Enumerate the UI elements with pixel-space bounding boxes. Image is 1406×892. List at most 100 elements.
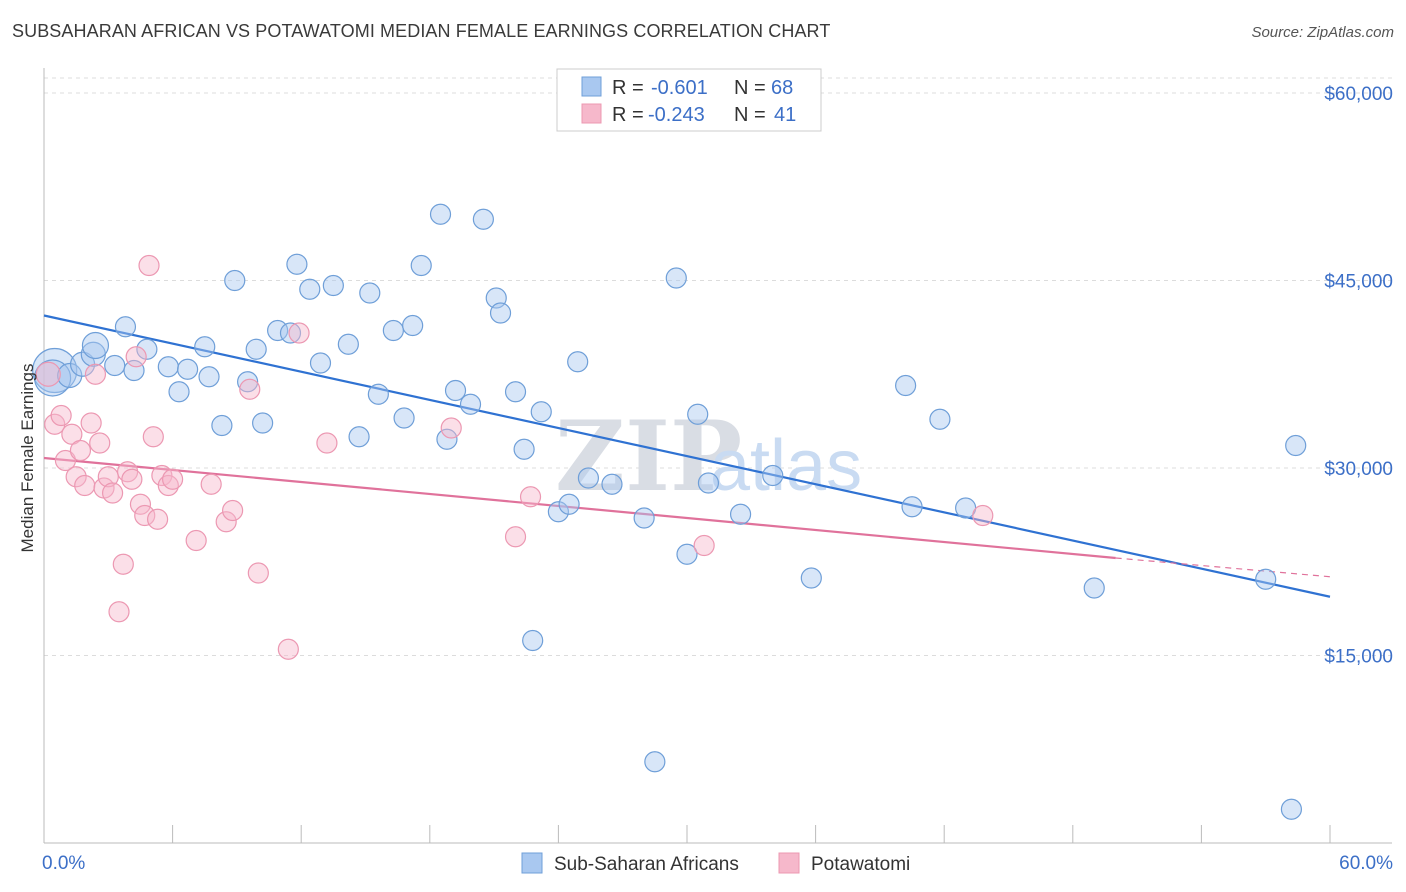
data-point-potawatomi xyxy=(215,511,237,533)
legend-swatch-pink xyxy=(581,103,602,124)
data-point-subsaharan xyxy=(237,371,259,393)
data-point-subsaharan xyxy=(136,338,158,360)
legend-r-label-1: R = xyxy=(612,77,644,99)
data-point-potawatomi xyxy=(74,474,96,497)
data-point-potawatomi xyxy=(146,508,169,530)
data-point-potawatomi xyxy=(125,346,147,368)
legend-n-value-1: 68 xyxy=(771,77,793,99)
bottom-legend: Sub-Saharan Africans Potawatomi xyxy=(521,852,910,875)
data-point-subsaharan xyxy=(322,274,344,297)
data-point-subsaharan xyxy=(547,501,570,523)
trend-lines xyxy=(43,314,1331,598)
bottom-legend-label-blue: Sub-Saharan Africans xyxy=(554,854,739,875)
data-point-potawatomi xyxy=(519,486,542,508)
data-points xyxy=(32,203,1307,820)
data-point-subsaharan xyxy=(567,351,589,373)
data-point-subsaharan xyxy=(459,393,482,415)
data-point-potawatomi xyxy=(121,468,143,490)
data-point-subsaharan xyxy=(267,319,289,342)
data-point-potawatomi xyxy=(50,404,72,427)
bottom-legend-swatch-blue xyxy=(521,852,543,874)
data-point-potawatomi xyxy=(157,474,179,497)
legend-n-label-1: N = xyxy=(734,77,766,99)
data-point-subsaharan xyxy=(194,336,216,358)
data-point-subsaharan xyxy=(1280,798,1303,820)
legend-n-label-2: N = xyxy=(734,104,766,126)
data-point-subsaharan xyxy=(901,496,923,518)
data-point-subsaharan xyxy=(762,464,784,487)
data-point-subsaharan xyxy=(1255,568,1277,590)
data-point-subsaharan xyxy=(929,408,951,430)
data-point-subsaharan xyxy=(81,331,110,360)
bottom-legend-swatch-pink xyxy=(778,852,800,874)
data-point-potawatomi xyxy=(200,473,222,495)
legend-r-value-1: -0.601 xyxy=(651,77,708,99)
data-point-subsaharan xyxy=(513,438,535,460)
data-point-potawatomi xyxy=(84,363,107,385)
data-point-potawatomi xyxy=(316,432,338,454)
y-tick-label: $30,000 xyxy=(1324,459,1393,480)
data-point-subsaharan xyxy=(32,347,78,394)
data-point-subsaharan xyxy=(168,381,190,403)
data-point-potawatomi xyxy=(35,361,61,387)
chart-title: SUBSAHARAN AFRICAN VS POTAWATOMI MEDIAN … xyxy=(12,21,831,41)
data-point-subsaharan xyxy=(309,352,332,374)
legend-swatch-blue xyxy=(581,76,602,97)
data-point-potawatomi xyxy=(440,417,462,439)
data-point-subsaharan xyxy=(687,403,709,425)
data-point-subsaharan xyxy=(577,467,600,489)
data-point-potawatomi xyxy=(65,466,87,488)
data-point-potawatomi xyxy=(185,529,207,552)
y-axis-label: Median Female Earnings xyxy=(18,364,37,553)
legend-r-value-2: -0.243 xyxy=(648,104,705,126)
bottom-legend-label-pink: Potawatomi xyxy=(811,854,910,875)
data-point-potawatomi xyxy=(693,534,715,557)
data-point-potawatomi xyxy=(239,378,261,400)
y-tick-labels: $15,000 $30,000 $45,000 $60,000 xyxy=(1324,84,1393,668)
data-point-potawatomi xyxy=(101,482,124,504)
data-point-potawatomi xyxy=(288,322,310,344)
data-point-potawatomi xyxy=(112,553,134,575)
data-point-potawatomi xyxy=(129,493,152,515)
data-point-subsaharan xyxy=(157,356,179,378)
data-point-subsaharan xyxy=(393,407,415,429)
data-point-subsaharan xyxy=(359,282,381,304)
x-tick-label: 0.0% xyxy=(42,853,85,874)
data-point-subsaharan xyxy=(489,302,512,324)
data-point-subsaharan xyxy=(601,473,623,495)
x-tick-label: 60.0% xyxy=(1339,853,1393,874)
data-point-subsaharan xyxy=(504,381,527,403)
data-point-subsaharan xyxy=(123,359,145,382)
data-point-potawatomi xyxy=(247,562,269,584)
data-point-subsaharan xyxy=(410,254,432,277)
trend-line-potawatomi xyxy=(43,456,1116,560)
data-point-subsaharan xyxy=(382,319,404,342)
y-tick-label: $45,000 xyxy=(1324,272,1393,293)
data-point-subsaharan xyxy=(279,322,302,344)
data-point-subsaharan xyxy=(1285,434,1307,457)
data-point-subsaharan xyxy=(1083,577,1105,599)
data-point-subsaharan xyxy=(211,414,233,437)
data-point-potawatomi xyxy=(162,468,184,490)
grid-lines xyxy=(44,77,1392,656)
data-point-potawatomi xyxy=(277,638,299,660)
trend-line-subsaharan xyxy=(43,314,1331,598)
data-point-subsaharan xyxy=(522,629,544,652)
data-point-potawatomi xyxy=(80,412,102,434)
data-point-subsaharan xyxy=(177,358,199,380)
watermark-zip: ZIP xyxy=(555,400,742,513)
data-point-potawatomi xyxy=(138,254,160,277)
data-point-subsaharan xyxy=(800,567,822,589)
data-point-subsaharan xyxy=(367,383,389,405)
data-point-potawatomi xyxy=(134,504,156,527)
data-point-subsaharan xyxy=(57,362,83,389)
data-point-subsaharan xyxy=(286,253,308,275)
data-point-potawatomi xyxy=(54,449,77,472)
data-point-subsaharan xyxy=(33,359,72,397)
data-point-subsaharan xyxy=(633,507,655,529)
data-point-subsaharan xyxy=(444,379,467,402)
data-point-potawatomi xyxy=(504,526,527,548)
data-point-subsaharan xyxy=(114,316,137,338)
data-point-subsaharan xyxy=(697,472,720,494)
trend-line-potawatomi-extension xyxy=(1115,557,1331,578)
